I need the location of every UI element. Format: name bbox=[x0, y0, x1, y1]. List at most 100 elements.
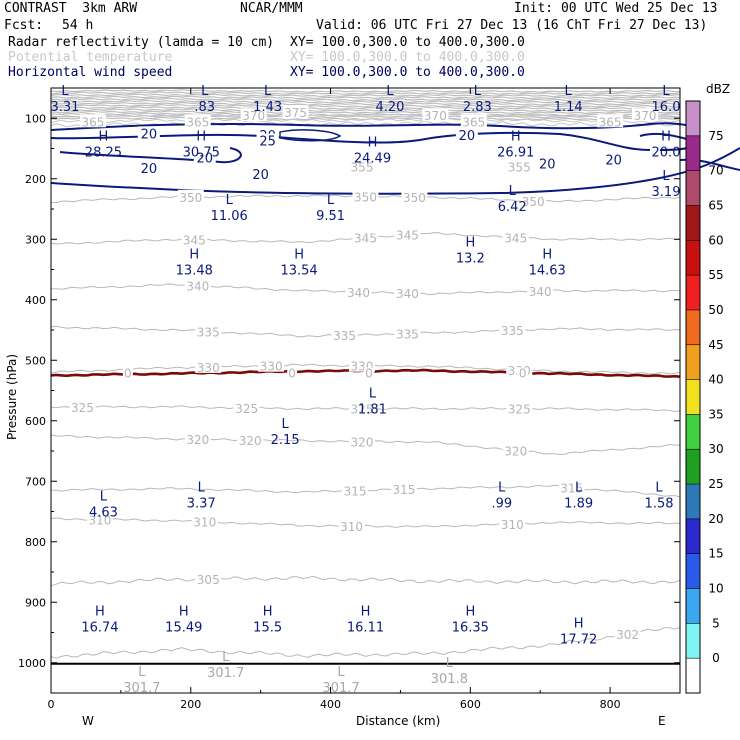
low-marker: L bbox=[474, 84, 482, 99]
theta-label: 370 bbox=[634, 109, 657, 123]
theta-label-bg bbox=[181, 232, 208, 246]
theta-label-bg bbox=[506, 401, 533, 415]
theta-label: 355 bbox=[508, 161, 531, 175]
theta-label: 320 bbox=[351, 435, 374, 449]
colorbar-swatch bbox=[686, 135, 700, 171]
upper-theta-line bbox=[50, 108, 681, 112]
theta-label-bg bbox=[237, 432, 264, 446]
theta-label-bg bbox=[184, 432, 211, 446]
field1-xy: XY= 100.0,300.0 to 400.0,300.0 bbox=[290, 35, 525, 50]
low-marker: L bbox=[575, 480, 583, 495]
wind-label-20: 20 bbox=[141, 162, 158, 177]
y-tick-label: 100 bbox=[25, 112, 46, 125]
extremum-value: 3.19 bbox=[652, 185, 681, 200]
y-tick-label: 500 bbox=[25, 354, 46, 367]
freezing-label-bg bbox=[287, 367, 298, 379]
theta-label-bg bbox=[349, 159, 376, 173]
y-tick-label: 800 bbox=[25, 536, 46, 549]
y-axis-title: Pressure (hPa) bbox=[5, 354, 19, 440]
y-tick-label: 900 bbox=[25, 596, 46, 609]
low-marker: L bbox=[509, 184, 517, 199]
colorbar-label: 70 bbox=[708, 164, 723, 178]
extremum-value: 3.37 bbox=[187, 496, 216, 511]
extremum-value: .99 bbox=[491, 496, 512, 511]
theta-label: 375 bbox=[284, 106, 307, 120]
colorbar-unit: dBZ bbox=[706, 82, 730, 96]
wind-label-bg bbox=[137, 126, 160, 140]
fcst-label: Fcst: bbox=[4, 18, 44, 33]
wind-contour-line bbox=[50, 147, 740, 195]
colorbar: 0 5 10 15 20 25 30 35 40 45 50 55 60 65 70 75 bbox=[685, 100, 724, 694]
freezing-label: 0 bbox=[519, 367, 527, 381]
theta-label: 345 bbox=[504, 231, 527, 245]
high-marker: H bbox=[189, 247, 199, 262]
field3-xy: XY= 100.0,300.0 to 400.0,300.0 bbox=[290, 65, 525, 80]
upper-theta-line bbox=[50, 113, 681, 119]
wind-label-bg bbox=[602, 152, 625, 166]
high-marker: H bbox=[263, 604, 273, 619]
y-tick-label: 1000 bbox=[18, 657, 46, 670]
low-marker: L bbox=[222, 650, 230, 665]
colorbar-label: 30 bbox=[708, 442, 723, 456]
theta-label-bg bbox=[191, 514, 218, 528]
wind-label-20: 20 bbox=[459, 129, 476, 144]
upper-theta-line bbox=[50, 93, 681, 98]
extremum-value: 24.49 bbox=[354, 152, 391, 167]
extremum-value: 301.8 bbox=[431, 672, 468, 687]
theta-label-bg bbox=[632, 108, 659, 122]
colorbar-label: 75 bbox=[708, 129, 723, 143]
extremum-value: 4.20 bbox=[375, 100, 404, 115]
x-tick-label: 400 bbox=[320, 698, 341, 711]
extremum-value: 4.63 bbox=[89, 505, 118, 520]
wind-label-20: 20 bbox=[252, 168, 269, 183]
theta-label: 365 bbox=[186, 115, 209, 129]
y-tick-label: 400 bbox=[25, 294, 46, 307]
colorbar-swatch bbox=[686, 623, 700, 659]
colorbar-swatch bbox=[686, 553, 700, 589]
theta-label-bg bbox=[184, 278, 211, 292]
theta-label-bg bbox=[195, 571, 222, 585]
theta-label: 310 bbox=[501, 518, 524, 532]
colorbar-swatch bbox=[686, 414, 700, 450]
extremum-value: 3.31 bbox=[51, 100, 80, 115]
colorbar-label: 40 bbox=[708, 373, 723, 387]
upper-theta-line bbox=[50, 101, 680, 106]
plot-background bbox=[51, 88, 680, 693]
colorbar-label: 50 bbox=[708, 303, 723, 317]
wind-contours bbox=[50, 122, 740, 195]
theta-label: 330 bbox=[197, 361, 220, 375]
colorbar-label: 60 bbox=[708, 233, 723, 247]
high-marker: H bbox=[542, 247, 552, 262]
theta-label-bg bbox=[258, 358, 285, 372]
theta-contour-310 bbox=[50, 517, 681, 528]
theta-label: 345 bbox=[354, 232, 377, 246]
colorbar-label: 0 bbox=[712, 651, 720, 665]
low-marker: L bbox=[446, 656, 454, 671]
colorbar-label: 35 bbox=[708, 407, 723, 421]
colorbar-label: 25 bbox=[708, 477, 723, 491]
theta-label-bg bbox=[177, 189, 204, 203]
extremum-value: 30.75 bbox=[183, 146, 220, 161]
extremum-value: 20.0 bbox=[652, 146, 681, 161]
low-marker: L bbox=[386, 84, 394, 99]
extremum-value: 13.54 bbox=[280, 263, 317, 278]
high-marker: H bbox=[511, 130, 521, 145]
x-tick-label: 0 bbox=[48, 698, 55, 711]
upper-theta-line bbox=[51, 97, 681, 102]
field3-name: Horizontal wind speed bbox=[8, 65, 173, 80]
theta-label: 320 bbox=[186, 433, 209, 447]
field2-xy: XY= 100.0,300.0 to 400.0,300.0 bbox=[290, 50, 525, 65]
theta-label: 365 bbox=[599, 115, 622, 129]
theta-label: 370 bbox=[242, 109, 265, 123]
wind-contour-line bbox=[50, 131, 651, 151]
x-tick-label: 600 bbox=[460, 698, 481, 711]
wind-label-20: 20 bbox=[196, 152, 213, 167]
theta-label: 320 bbox=[504, 444, 527, 458]
colorbar-label: 20 bbox=[708, 512, 723, 526]
theta-label-bg bbox=[502, 230, 529, 244]
theta-label-bg bbox=[597, 114, 624, 128]
wind-contour-line bbox=[679, 158, 740, 171]
colorbar-label: 15 bbox=[708, 547, 723, 561]
theta-label: 302 bbox=[616, 628, 639, 642]
extremum-value: 2.83 bbox=[463, 100, 492, 115]
